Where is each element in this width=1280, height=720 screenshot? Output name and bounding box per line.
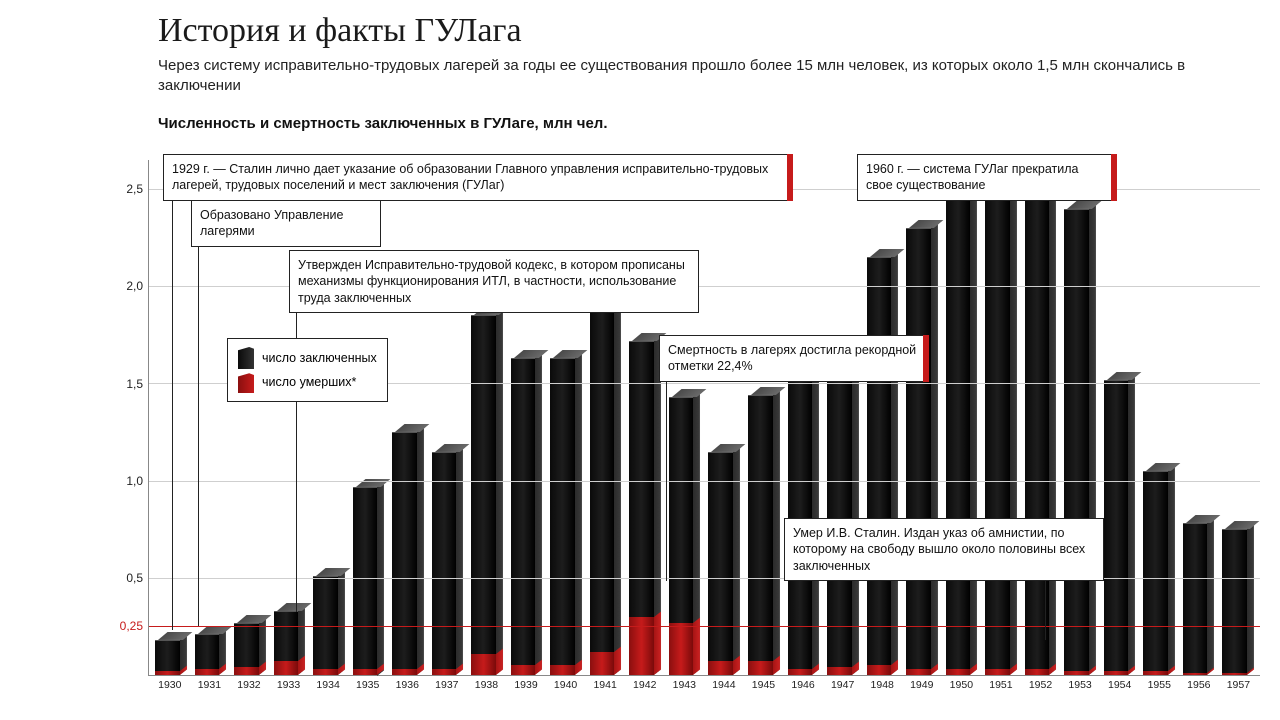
bar-1946 — [785, 160, 823, 675]
bar-1945 — [745, 160, 783, 675]
annotation-a1942: Смертность в лагерях достигла рекордной … — [659, 335, 929, 382]
swatch-red-icon — [238, 371, 254, 393]
x-tick-label: 1930 — [151, 676, 189, 694]
y-tick-label: 0,5 — [126, 571, 143, 585]
bar-1941 — [587, 160, 625, 675]
x-tick-label: 1944 — [705, 676, 743, 694]
x-tick-label: 1938 — [468, 676, 506, 694]
legend-label-prisoners: число заключенных — [262, 351, 377, 365]
legend-row-prisoners: число заключенных — [238, 347, 377, 369]
annotation-a1953: Умер И.В. Сталин. Издан указ об амнистии… — [784, 518, 1104, 581]
annotation-leader — [172, 200, 173, 630]
bar-1943 — [666, 160, 704, 675]
x-tick-label: 1936 — [388, 676, 426, 694]
page-title: История и факты ГУЛага — [18, 12, 1262, 50]
infographic-container: История и факты ГУЛага Через систему исп… — [0, 0, 1280, 720]
x-tick-label: 1951 — [982, 676, 1020, 694]
x-tick-label: 1931 — [191, 676, 229, 694]
bar-1937 — [429, 160, 467, 675]
chart-area: 1929 г. — Сталин лично дает указание об … — [148, 160, 1260, 694]
x-tick-label: 1940 — [547, 676, 585, 694]
x-tick-label: 1954 — [1101, 676, 1139, 694]
bar-1950 — [943, 160, 981, 675]
annotation-leader — [1045, 580, 1046, 640]
bar-1940 — [547, 160, 585, 675]
bar-1953 — [1061, 160, 1099, 675]
bar-1954 — [1101, 160, 1139, 675]
bar-1955 — [1140, 160, 1178, 675]
bar-1939 — [508, 160, 546, 675]
annotation-leader — [198, 246, 199, 626]
swatch-black-icon — [238, 347, 254, 369]
y-tick-label: 2,0 — [126, 279, 143, 293]
plot: 1929 г. — Сталин лично дает указание об … — [148, 160, 1260, 676]
red-reference-line — [149, 626, 1260, 627]
annotation-leader — [666, 381, 667, 581]
annotation-a1929: 1929 г. — Сталин лично дает указание об … — [163, 154, 793, 201]
x-tick-label: 1950 — [943, 676, 981, 694]
annotation-a1933: Утвержден Исправительно-трудовой кодекс,… — [289, 250, 699, 313]
bar-1956 — [1180, 160, 1218, 675]
x-tick-label: 1943 — [666, 676, 704, 694]
bar-1942 — [626, 160, 664, 675]
x-tick-label: 1953 — [1061, 676, 1099, 694]
subtitle: Через систему исправительно-трудовых лаг… — [18, 56, 1262, 97]
bar-1944 — [705, 160, 743, 675]
x-tick-label: 1933 — [270, 676, 308, 694]
bar-1949 — [903, 160, 941, 675]
x-tick-label: 1939 — [507, 676, 545, 694]
y-tick-label: 2,5 — [126, 182, 143, 196]
bar-1947 — [824, 160, 862, 675]
x-tick-label: 1952 — [1022, 676, 1060, 694]
x-tick-label: 1935 — [349, 676, 387, 694]
x-tick-label: 1934 — [309, 676, 347, 694]
y-tick-label-red: 0,25 — [120, 619, 143, 633]
x-tick-label: 1945 — [745, 676, 783, 694]
x-axis: 1930193119321933193419351936193719381939… — [148, 676, 1260, 694]
x-tick-label: 1946 — [784, 676, 822, 694]
x-tick-label: 1932 — [230, 676, 268, 694]
bar-1936 — [389, 160, 427, 675]
legend-row-deaths: число умерших* — [238, 371, 377, 393]
x-tick-label: 1956 — [1180, 676, 1218, 694]
x-tick-label: 1955 — [1140, 676, 1178, 694]
annotation-a1930: Образовано Управление лагерями — [191, 200, 381, 247]
y-tick-label: 1,5 — [126, 377, 143, 391]
x-tick-label: 1948 — [863, 676, 901, 694]
bar-1938 — [468, 160, 506, 675]
x-tick-label: 1957 — [1220, 676, 1258, 694]
chart-subtitle: Численность и смертность заключенных в Г… — [18, 115, 1262, 132]
bar-1951 — [982, 160, 1020, 675]
annotation-a1960: 1960 г. — система ГУЛаг прекратила свое … — [857, 154, 1117, 201]
x-tick-label: 1941 — [586, 676, 624, 694]
x-tick-label: 1937 — [428, 676, 466, 694]
bar-1957 — [1219, 160, 1257, 675]
bar-1948 — [864, 160, 902, 675]
bar-1930 — [152, 160, 190, 675]
x-tick-label: 1947 — [824, 676, 862, 694]
legend-label-deaths: число умерших* — [262, 375, 356, 389]
x-tick-label: 1942 — [626, 676, 664, 694]
y-tick-label: 1,0 — [126, 474, 143, 488]
x-tick-label: 1949 — [903, 676, 941, 694]
bar-1952 — [1022, 160, 1060, 675]
legend: число заключенных число умерших* — [227, 338, 388, 402]
gridline — [149, 481, 1260, 482]
